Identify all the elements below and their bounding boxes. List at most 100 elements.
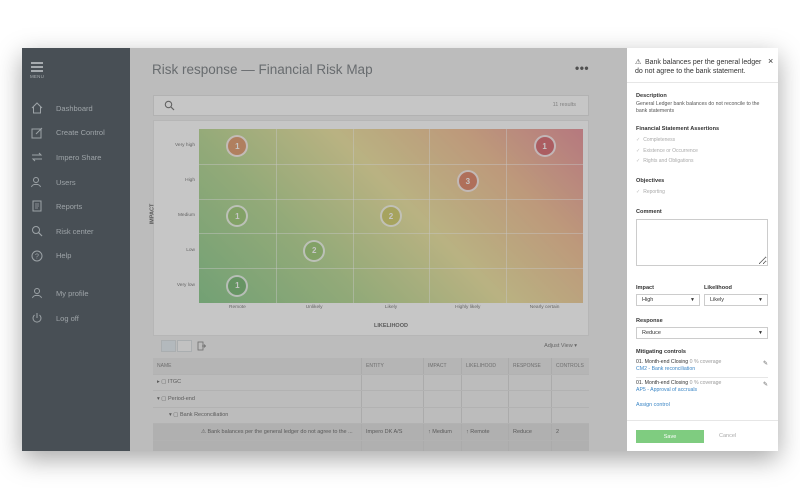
table-row[interactable] — [153, 440, 589, 451]
sidebar-item-reports[interactable]: Reports — [22, 194, 130, 219]
main-content: Risk response — Financial Risk Map ••• 1… — [130, 48, 627, 451]
table-cell: Reduce — [509, 424, 552, 440]
likelihood-tick-label: Likely — [384, 305, 398, 310]
objectives-title: Objectives — [636, 178, 665, 184]
sidebar-nav: Dashboard Create Control Impero Share Us… — [22, 96, 130, 330]
impact-tick-label: Very low — [176, 282, 195, 288]
check-icon: ✓ — [636, 137, 641, 143]
list-view-button[interactable] — [177, 340, 192, 352]
grid-line — [506, 129, 508, 303]
sidebar-item-risk-center[interactable]: Risk center — [22, 219, 130, 244]
column-header[interactable]: LIKELIHOOD — [462, 358, 509, 374]
table-cell — [424, 374, 462, 390]
column-header[interactable]: RESPONSE — [509, 358, 552, 374]
risk-bubble[interactable]: 1 — [533, 135, 556, 158]
risk-bubble[interactable]: 1 — [226, 274, 249, 297]
comment-textarea[interactable] — [636, 219, 768, 266]
export-icon[interactable] — [197, 341, 206, 351]
objective-checkbox[interactable]: ✓ Reporting — [636, 189, 665, 195]
mitigating-control-item: 01. Month-end Closing 0 % coverage AP5 -… — [636, 380, 768, 393]
adjust-view-button[interactable]: Adjust View ▾ — [544, 343, 577, 349]
table-row[interactable]: ⚠ Bank balances per the general ledger d… — [153, 424, 589, 441]
assign-control-link[interactable]: Assign control — [636, 402, 670, 408]
mitigating-controls-title: Mitigating controls — [636, 349, 687, 355]
sidebar-item-help[interactable]: ? Help — [22, 244, 130, 269]
table-toolbar: Adjust View ▾ — [153, 338, 589, 356]
search-icon — [32, 225, 43, 237]
assertion-checkbox[interactable]: ✓ Existence or Occurrence — [636, 148, 698, 154]
risk-bubble[interactable]: 1 — [226, 205, 249, 227]
panel-title: Bank balances per the general ledger do … — [635, 59, 762, 75]
close-icon[interactable]: × — [768, 56, 774, 66]
table-row[interactable]: ▾ ▢ Period-end — [153, 391, 589, 408]
risk-bubble[interactable]: 2 — [303, 239, 326, 262]
caret-down-icon: ▼ — [690, 297, 695, 303]
table-cell: ▾ ▢ Bank Reconciliation — [153, 407, 362, 423]
sidebar-item-label: Help — [56, 251, 72, 261]
share-icon — [31, 152, 43, 162]
user-icon — [32, 288, 42, 299]
power-icon — [32, 312, 42, 323]
home-icon — [31, 102, 43, 114]
sidebar-item-label: Reports — [56, 202, 83, 212]
assertion-checkbox[interactable]: ✓ Rights and Obligations — [636, 158, 694, 164]
risk-matrix: 1 1 3 1 2 2 1 Very high High Medium Low Very low R… — [149, 120, 589, 336]
description-text: General Ledger bank balances do not reco… — [636, 101, 760, 114]
pencil-icon[interactable]: ✎ — [762, 361, 768, 367]
app-window: MENU Dashboard Create Control Impero Sha… — [22, 48, 778, 451]
panel-header: ⚠ Bank balances per the general ledger d… — [635, 58, 765, 76]
table-cell: ↑ Remote — [462, 424, 509, 440]
risk-bubble[interactable]: 2 — [380, 205, 402, 227]
pencil-icon[interactable]: ✎ — [762, 382, 768, 388]
control-link[interactable]: AP5 - Approval of accruals — [636, 387, 698, 393]
likelihood-select[interactable]: Likely ▼ — [704, 294, 768, 306]
response-select[interactable]: Reduce ▼ — [636, 327, 768, 339]
sidebar-item-log-off[interactable]: Log off — [22, 306, 130, 331]
sidebar-item-label: Dashboard — [56, 103, 93, 113]
table-row[interactable]: ▸ ▢ ITGC — [153, 374, 589, 391]
help-icon: ? — [31, 250, 43, 262]
more-options-button[interactable]: ••• — [575, 61, 590, 75]
tree-view-button[interactable] — [161, 340, 176, 352]
table-cell — [362, 440, 424, 451]
sidebar-item-create-control[interactable]: Create Control — [22, 121, 130, 146]
hamburger-icon — [28, 62, 46, 72]
risk-bubble[interactable]: 3 — [456, 170, 479, 193]
table-cell — [362, 374, 424, 390]
sidebar-item-my-profile[interactable]: My profile — [22, 281, 130, 306]
save-button[interactable]: Save — [636, 430, 704, 443]
sidebar-item-dashboard[interactable]: Dashboard — [22, 96, 130, 121]
control-link[interactable]: CM2 - Bank reconciliation — [636, 366, 696, 372]
assertion-checkbox[interactable]: ✓ Completeness — [636, 137, 676, 143]
table-cell — [424, 407, 462, 423]
y-axis-title: IMPACT — [149, 203, 156, 225]
table-cell: ↑ Medium — [424, 424, 462, 440]
column-header[interactable]: CONTROLS — [556, 362, 584, 369]
check-icon: ✓ — [636, 148, 641, 154]
impact-select[interactable]: High ▼ — [636, 294, 700, 306]
sidebar-item-users[interactable]: Users — [22, 170, 130, 195]
menu-button[interactable]: MENU — [28, 62, 46, 79]
page-title: Risk response — Financial Risk Map — [152, 62, 373, 77]
table-cell — [462, 440, 509, 451]
grid-line — [275, 129, 277, 303]
x-axis-title: LIKELIHOOD — [374, 323, 408, 329]
column-header[interactable]: ENTITY — [362, 358, 424, 374]
results-count: 11 results — [552, 102, 576, 108]
grid-line — [199, 163, 583, 165]
table-cell — [509, 374, 552, 390]
search-input[interactable] — [184, 99, 524, 113]
sidebar-item-impero-share[interactable]: Impero Share — [22, 145, 130, 170]
column-header[interactable]: IMPACT — [424, 358, 462, 374]
column-header[interactable]: NAME — [153, 358, 362, 374]
risk-bubble[interactable]: 1 — [226, 135, 249, 158]
likelihood-tick-label: Highly likely — [455, 305, 481, 310]
table-cell — [552, 408, 589, 424]
impact-tick-label: High — [185, 178, 195, 184]
users-icon — [31, 176, 41, 187]
table-cell: Impero DK A/S — [362, 424, 424, 440]
cancel-button[interactable]: Cancel — [719, 433, 737, 439]
table-cell: ⚠ Bank balances per the general ledger d… — [153, 424, 362, 440]
table-row[interactable]: ▾ ▢ Bank Reconciliation — [153, 407, 589, 424]
impact-tick-label: Very high — [174, 143, 195, 149]
